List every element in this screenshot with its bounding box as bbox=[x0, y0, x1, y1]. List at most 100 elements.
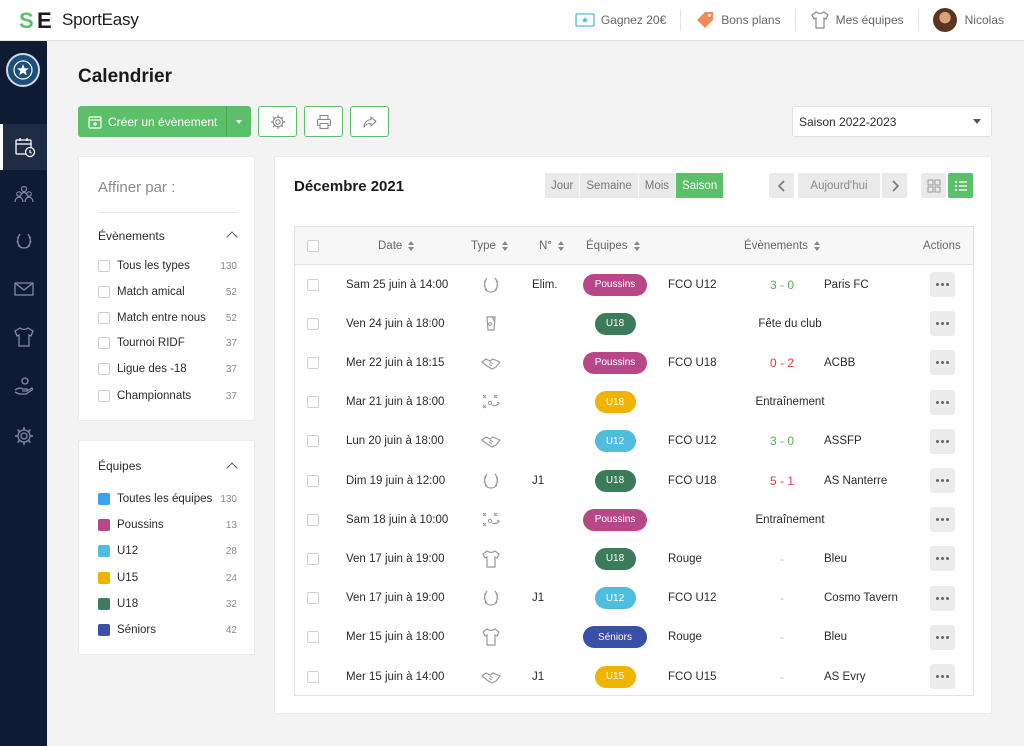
table-row[interactable]: Mer 22 juin à 18:15 Poussins FCO U18 0 - 2 A… bbox=[295, 343, 973, 382]
season-select[interactable]: Saison 2022-2023 bbox=[792, 106, 992, 137]
checkbox[interactable] bbox=[98, 363, 110, 375]
deals-link[interactable]: Bons plans bbox=[680, 9, 794, 31]
table-row[interactable]: Ven 17 juin à 19:00 J1 U12 FCO U12 - Cosmo Ta… bbox=[295, 579, 973, 618]
team-badge[interactable]: U12 bbox=[594, 430, 636, 453]
event-filter-item[interactable]: Ligue des -18 37 bbox=[98, 361, 237, 377]
team-badge[interactable]: U18 bbox=[594, 391, 636, 414]
row-checkbox[interactable] bbox=[307, 396, 319, 409]
event-name[interactable]: Entraînement bbox=[755, 513, 825, 526]
event-filter-item[interactable]: Championnats 37 bbox=[98, 388, 237, 404]
more-actions-button[interactable] bbox=[930, 272, 955, 297]
sidebar-item-equipment[interactable] bbox=[0, 314, 47, 360]
settings-button[interactable] bbox=[258, 106, 298, 137]
chevron-up-icon[interactable] bbox=[226, 462, 238, 474]
team-badge[interactable]: Poussins bbox=[583, 273, 647, 296]
table-row[interactable]: Mer 15 juin à 18:00 Séniors Rouge - Bleu bbox=[295, 618, 973, 657]
more-actions-button[interactable] bbox=[930, 428, 955, 454]
share-button[interactable] bbox=[350, 106, 390, 137]
more-actions-button[interactable] bbox=[930, 350, 955, 376]
row-checkbox[interactable] bbox=[307, 356, 319, 369]
more-actions-button[interactable] bbox=[930, 468, 955, 493]
checkbox[interactable] bbox=[98, 337, 110, 349]
chevron-up-icon[interactable] bbox=[226, 231, 238, 243]
tab-month[interactable]: Mois bbox=[638, 173, 677, 198]
more-actions-button[interactable] bbox=[930, 546, 955, 572]
column-type[interactable]: Type bbox=[471, 227, 508, 265]
column-number[interactable]: N° bbox=[539, 227, 564, 265]
row-checkbox[interactable] bbox=[307, 474, 319, 487]
team-color-swatch[interactable] bbox=[98, 624, 110, 636]
tab-week[interactable]: Semaine bbox=[580, 173, 639, 198]
row-checkbox[interactable] bbox=[307, 670, 319, 683]
table-row[interactable]: Ven 17 juin à 19:00 U18 Rouge - Bleu bbox=[295, 539, 973, 578]
team-filter-item[interactable]: Séniors 42 bbox=[98, 622, 237, 638]
team-badge[interactable]: U18 bbox=[594, 547, 636, 570]
row-checkbox[interactable] bbox=[307, 631, 319, 644]
club-badge[interactable] bbox=[6, 53, 40, 87]
list-view-button[interactable] bbox=[948, 173, 973, 198]
row-checkbox[interactable] bbox=[307, 435, 319, 448]
team-color-swatch[interactable] bbox=[98, 572, 110, 584]
table-row[interactable]: Mar 21 juin à 18:00 U18 Entraînement bbox=[295, 383, 973, 422]
row-checkbox[interactable] bbox=[307, 278, 319, 291]
checkbox[interactable] bbox=[98, 286, 110, 298]
row-checkbox[interactable] bbox=[307, 513, 319, 526]
checkbox[interactable] bbox=[98, 260, 110, 272]
row-checkbox[interactable] bbox=[307, 592, 319, 605]
column-date[interactable]: Date bbox=[378, 227, 415, 265]
team-color-swatch[interactable] bbox=[98, 545, 110, 557]
more-actions-button[interactable] bbox=[930, 664, 955, 689]
team-filter-item[interactable]: Poussins 13 bbox=[98, 517, 237, 533]
team-color-swatch[interactable] bbox=[98, 519, 110, 531]
user-menu[interactable]: Nicolas bbox=[917, 8, 1024, 32]
tab-season[interactable]: Saison bbox=[676, 173, 725, 198]
table-row[interactable]: Sam 25 juin à 14:00 Elim. Poussins FCO U12 3… bbox=[295, 265, 973, 304]
checkbox[interactable] bbox=[98, 312, 110, 324]
tab-day[interactable]: Jour bbox=[545, 173, 581, 198]
event-filter-item[interactable]: Tournoi RIDF 37 bbox=[98, 335, 237, 351]
sidebar-item-members[interactable] bbox=[0, 171, 47, 217]
checkbox[interactable] bbox=[98, 390, 110, 402]
team-color-swatch[interactable] bbox=[98, 598, 110, 610]
team-badge[interactable]: Séniors bbox=[583, 626, 647, 649]
team-filter-item[interactable]: Toutes les équipes 130 bbox=[98, 491, 237, 507]
my-teams-link[interactable]: Mes équipes bbox=[794, 9, 918, 31]
column-teams[interactable]: Équipes bbox=[586, 227, 640, 265]
team-color-swatch[interactable] bbox=[98, 493, 110, 505]
more-actions-button[interactable] bbox=[930, 585, 955, 611]
event-name[interactable]: Fête du club bbox=[758, 317, 822, 330]
team-filter-item[interactable]: U18 32 bbox=[98, 596, 237, 612]
column-events[interactable]: Évènements bbox=[744, 227, 820, 265]
event-filter-item[interactable]: Match amical 52 bbox=[98, 284, 237, 300]
prev-button[interactable] bbox=[769, 173, 794, 198]
more-actions-button[interactable] bbox=[930, 389, 955, 415]
team-badge[interactable]: U18 bbox=[594, 469, 636, 492]
team-badge[interactable]: Poussins bbox=[583, 508, 647, 531]
team-filter-item[interactable]: U15 24 bbox=[98, 570, 237, 586]
table-row[interactable]: Sam 18 juin à 10:00 Poussins Entraînement bbox=[295, 500, 973, 539]
table-row[interactable]: Ven 24 juin à 18:00 U18 Fête du club bbox=[295, 304, 973, 343]
select-all-checkbox[interactable] bbox=[307, 240, 319, 252]
team-filter-item[interactable]: U12 28 bbox=[98, 543, 237, 559]
create-event-main[interactable]: Créer un évènement bbox=[78, 106, 226, 137]
event-filter-item[interactable]: Tous les types 130 bbox=[98, 258, 237, 274]
logo[interactable]: S E SportEasy bbox=[18, 9, 139, 31]
create-event-button[interactable]: Créer un évènement bbox=[78, 106, 252, 137]
table-row[interactable]: Dim 19 juin à 12:00 J1 U18 FCO U18 5 - 1 AS N… bbox=[295, 461, 973, 500]
team-badge[interactable]: U18 bbox=[594, 312, 636, 335]
next-button[interactable] bbox=[882, 173, 907, 198]
sidebar-item-competitions[interactable] bbox=[0, 218, 47, 264]
grid-view-button[interactable] bbox=[921, 173, 946, 198]
event-filter-item[interactable]: Match entre nous 52 bbox=[98, 310, 237, 326]
table-row[interactable]: Lun 20 juin à 18:00 U12 FCO U12 3 - 0 ASSFP bbox=[295, 422, 973, 461]
row-checkbox[interactable] bbox=[307, 552, 319, 565]
more-actions-button[interactable] bbox=[930, 311, 955, 337]
team-badge[interactable]: U15 bbox=[594, 665, 636, 688]
sidebar-item-messages[interactable] bbox=[0, 266, 47, 312]
sidebar-item-finance[interactable] bbox=[0, 363, 47, 409]
print-button[interactable] bbox=[304, 106, 344, 137]
create-event-dropdown[interactable] bbox=[226, 106, 251, 137]
event-name[interactable]: Entraînement bbox=[755, 396, 825, 409]
table-row[interactable]: Mer 15 juin à 14:00 J1 U15 FCO U15 - AS Evry bbox=[295, 657, 973, 696]
team-badge[interactable]: U12 bbox=[594, 587, 636, 610]
